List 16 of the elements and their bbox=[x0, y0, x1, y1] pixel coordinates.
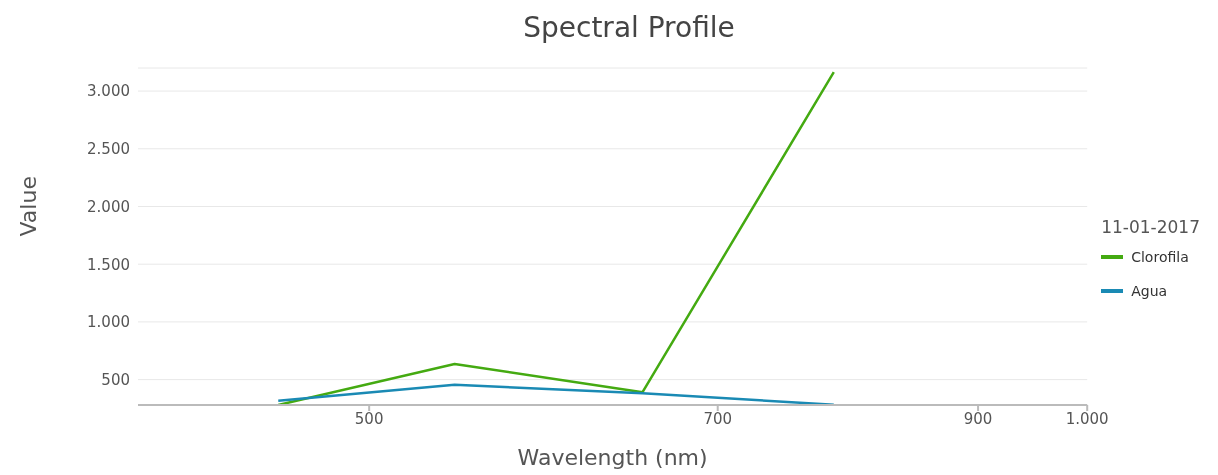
x-axis-title: Wavelength (nm) bbox=[517, 445, 708, 470]
y-axis-title: Value bbox=[15, 176, 41, 237]
x-tick-label: 1.000 bbox=[1065, 409, 1109, 428]
chart-title: Spectral Profile bbox=[522, 10, 736, 46]
legend-label: Clorofila bbox=[1130, 248, 1190, 265]
y-tick-label: 1.000 bbox=[87, 313, 130, 332]
y-tick-label: 2.000 bbox=[87, 197, 130, 216]
legend-title: 11-01-2017 bbox=[1101, 216, 1200, 237]
y-tick-label: 3.000 bbox=[87, 82, 130, 101]
x-tick-label: 500 bbox=[354, 409, 384, 428]
y-tick-label: 1.500 bbox=[87, 255, 130, 274]
y-tick-label: 2.500 bbox=[87, 140, 130, 159]
x-tick-label: 700 bbox=[703, 409, 733, 428]
y-tick-label: 500 bbox=[101, 370, 130, 389]
x-tick-label: 900 bbox=[963, 409, 993, 428]
legend-label: Agua bbox=[1130, 282, 1169, 299]
